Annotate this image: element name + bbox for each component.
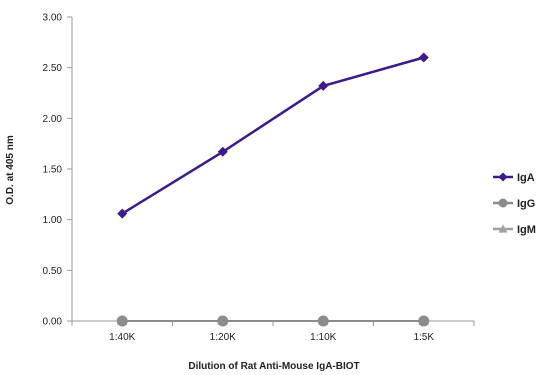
x-tick-label: 1:20K [210, 332, 236, 343]
series-line-iga [121, 56, 425, 215]
x-tick-label: 1:40K [109, 332, 135, 343]
data-point-igg [217, 315, 229, 327]
x-axis-title: Dilution of Rat Anti-Mouse IgA-BIOT [188, 361, 359, 372]
data-point-iga [418, 52, 429, 63]
plot-area: 0.00 0.50 1.00 1.50 2.00 2.50 3.00 1:40K 1:20K 1:… [43, 13, 536, 344]
y-tick-label: 1.00 [43, 215, 63, 226]
data-point-igg [317, 315, 329, 327]
y-tick-label: 1.50 [43, 165, 63, 176]
data-point-iga [117, 208, 128, 219]
y-tick-label: 3.00 [43, 13, 63, 24]
legend-marker-iga [498, 172, 508, 182]
x-tick-label: 1:10K [310, 332, 336, 343]
data-point-igg [418, 315, 430, 327]
y-axis-title: O.D. at 405 nm [5, 135, 16, 205]
y-tick-label: 2.50 [43, 63, 63, 74]
legend-label-igm: IgM [517, 224, 536, 236]
y-tick-label: 0.50 [43, 266, 63, 277]
y-tick-label: 2.00 [43, 114, 63, 125]
legend-marker-igm [498, 224, 508, 233]
legend-label-iga: IgA [517, 172, 535, 184]
legend-label-igg: IgG [517, 198, 535, 210]
data-point-iga [318, 80, 329, 91]
x-tick-label: 1:5K [413, 332, 434, 343]
data-point-iga [217, 146, 228, 157]
legend-marker-igg [498, 198, 508, 208]
data-point-igg [116, 315, 128, 327]
y-tick-label: 0.00 [43, 317, 63, 328]
